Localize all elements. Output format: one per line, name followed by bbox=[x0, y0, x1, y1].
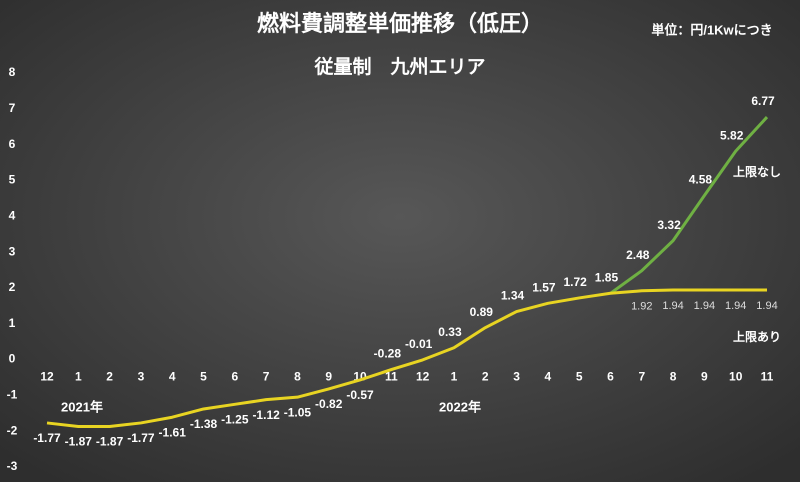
y-tick-label: 6 bbox=[9, 137, 16, 151]
data-label: -1.25 bbox=[221, 412, 249, 426]
x-tick-label: 1 bbox=[75, 370, 82, 384]
data-label: 2.48 bbox=[626, 248, 650, 262]
x-tick-label: 10 bbox=[729, 370, 743, 384]
x-tick-label: 7 bbox=[263, 370, 270, 384]
data-label: 0.89 bbox=[470, 305, 494, 319]
y-tick-label: 3 bbox=[9, 244, 16, 258]
y-tick-label: 4 bbox=[9, 208, 16, 222]
data-label: 1.57 bbox=[532, 280, 556, 294]
data-label: -1.12 bbox=[252, 408, 280, 422]
data-label: 4.58 bbox=[689, 173, 713, 187]
data-label: 6.77 bbox=[751, 94, 775, 108]
x-tick-label: 6 bbox=[231, 370, 238, 384]
x-tick-label: 8 bbox=[670, 370, 677, 384]
series-line bbox=[609, 116, 769, 295]
x-tick-label: 9 bbox=[325, 370, 332, 384]
unit-note: 単位：円/1Kwにつき bbox=[651, 22, 772, 37]
data-label: -1.77 bbox=[127, 431, 155, 445]
data-label: -1.05 bbox=[284, 405, 312, 419]
data-label: -1.87 bbox=[96, 435, 124, 449]
x-tick-label: 2 bbox=[482, 370, 489, 384]
x-tick-label: 7 bbox=[638, 370, 645, 384]
x-tick-label: 11 bbox=[385, 370, 398, 384]
x-tick-label: 5 bbox=[200, 370, 207, 384]
y-tick-label: 1 bbox=[9, 316, 16, 330]
data-label: 1.94 bbox=[694, 300, 715, 312]
chart-subtitle: 従量制 九州エリア bbox=[313, 55, 485, 78]
x-tick-label: 8 bbox=[294, 370, 301, 384]
data-label: 0.33 bbox=[438, 325, 462, 339]
x-tick-label: 12 bbox=[416, 370, 430, 384]
data-label: 1.94 bbox=[725, 300, 746, 312]
x-tick-label: 3 bbox=[138, 370, 145, 384]
data-label: 1.72 bbox=[563, 275, 587, 289]
y-tick-label: -3 bbox=[7, 459, 18, 473]
y-tick-label: 0 bbox=[9, 352, 16, 366]
legend-label: 上限あり bbox=[733, 329, 781, 344]
series-line bbox=[46, 288, 767, 429]
data-label: -0.28 bbox=[374, 347, 402, 361]
y-tick-label: 5 bbox=[9, 173, 16, 187]
y-tick-label: 8 bbox=[9, 65, 16, 79]
x-tick-label: 11 bbox=[761, 370, 774, 384]
x-tick-label: 5 bbox=[576, 370, 583, 384]
data-label: -1.61 bbox=[159, 425, 187, 439]
x-tick-label: 4 bbox=[169, 370, 176, 384]
y-tick-label: 2 bbox=[9, 280, 16, 294]
data-label: -1.87 bbox=[65, 435, 93, 449]
legend-label: 上限なし bbox=[733, 164, 781, 179]
data-label: 1.94 bbox=[662, 300, 683, 312]
data-label: -1.77 bbox=[33, 431, 61, 445]
data-label: 1.85 bbox=[595, 270, 619, 284]
data-label: -0.01 bbox=[405, 337, 433, 351]
y-tick-label: -2 bbox=[7, 423, 18, 437]
data-label: 1.92 bbox=[631, 301, 652, 313]
x-tick-label: 9 bbox=[701, 370, 708, 384]
annotation: 2022年 bbox=[439, 399, 481, 414]
x-tick-label: 6 bbox=[607, 370, 614, 384]
annotation: 2021年 bbox=[61, 399, 103, 414]
data-label: -0.57 bbox=[346, 388, 374, 402]
y-tick-label: -1 bbox=[7, 388, 18, 402]
chart-title: 燃料費調整単価推移（低圧） bbox=[257, 11, 543, 36]
data-label: 1.34 bbox=[501, 289, 525, 303]
x-tick-label: 4 bbox=[545, 370, 552, 384]
x-tick-label: 2 bbox=[106, 370, 113, 384]
y-tick-label: 7 bbox=[9, 101, 16, 115]
data-label: 5.82 bbox=[720, 128, 744, 142]
x-tick-label: 1 bbox=[451, 370, 458, 384]
data-label: 3.32 bbox=[657, 218, 681, 232]
data-label: -0.82 bbox=[315, 397, 343, 411]
x-tick-label: 12 bbox=[40, 370, 54, 384]
x-tick-label: 3 bbox=[513, 370, 520, 384]
data-label: 1.94 bbox=[756, 300, 777, 312]
data-label: -1.38 bbox=[190, 417, 218, 431]
